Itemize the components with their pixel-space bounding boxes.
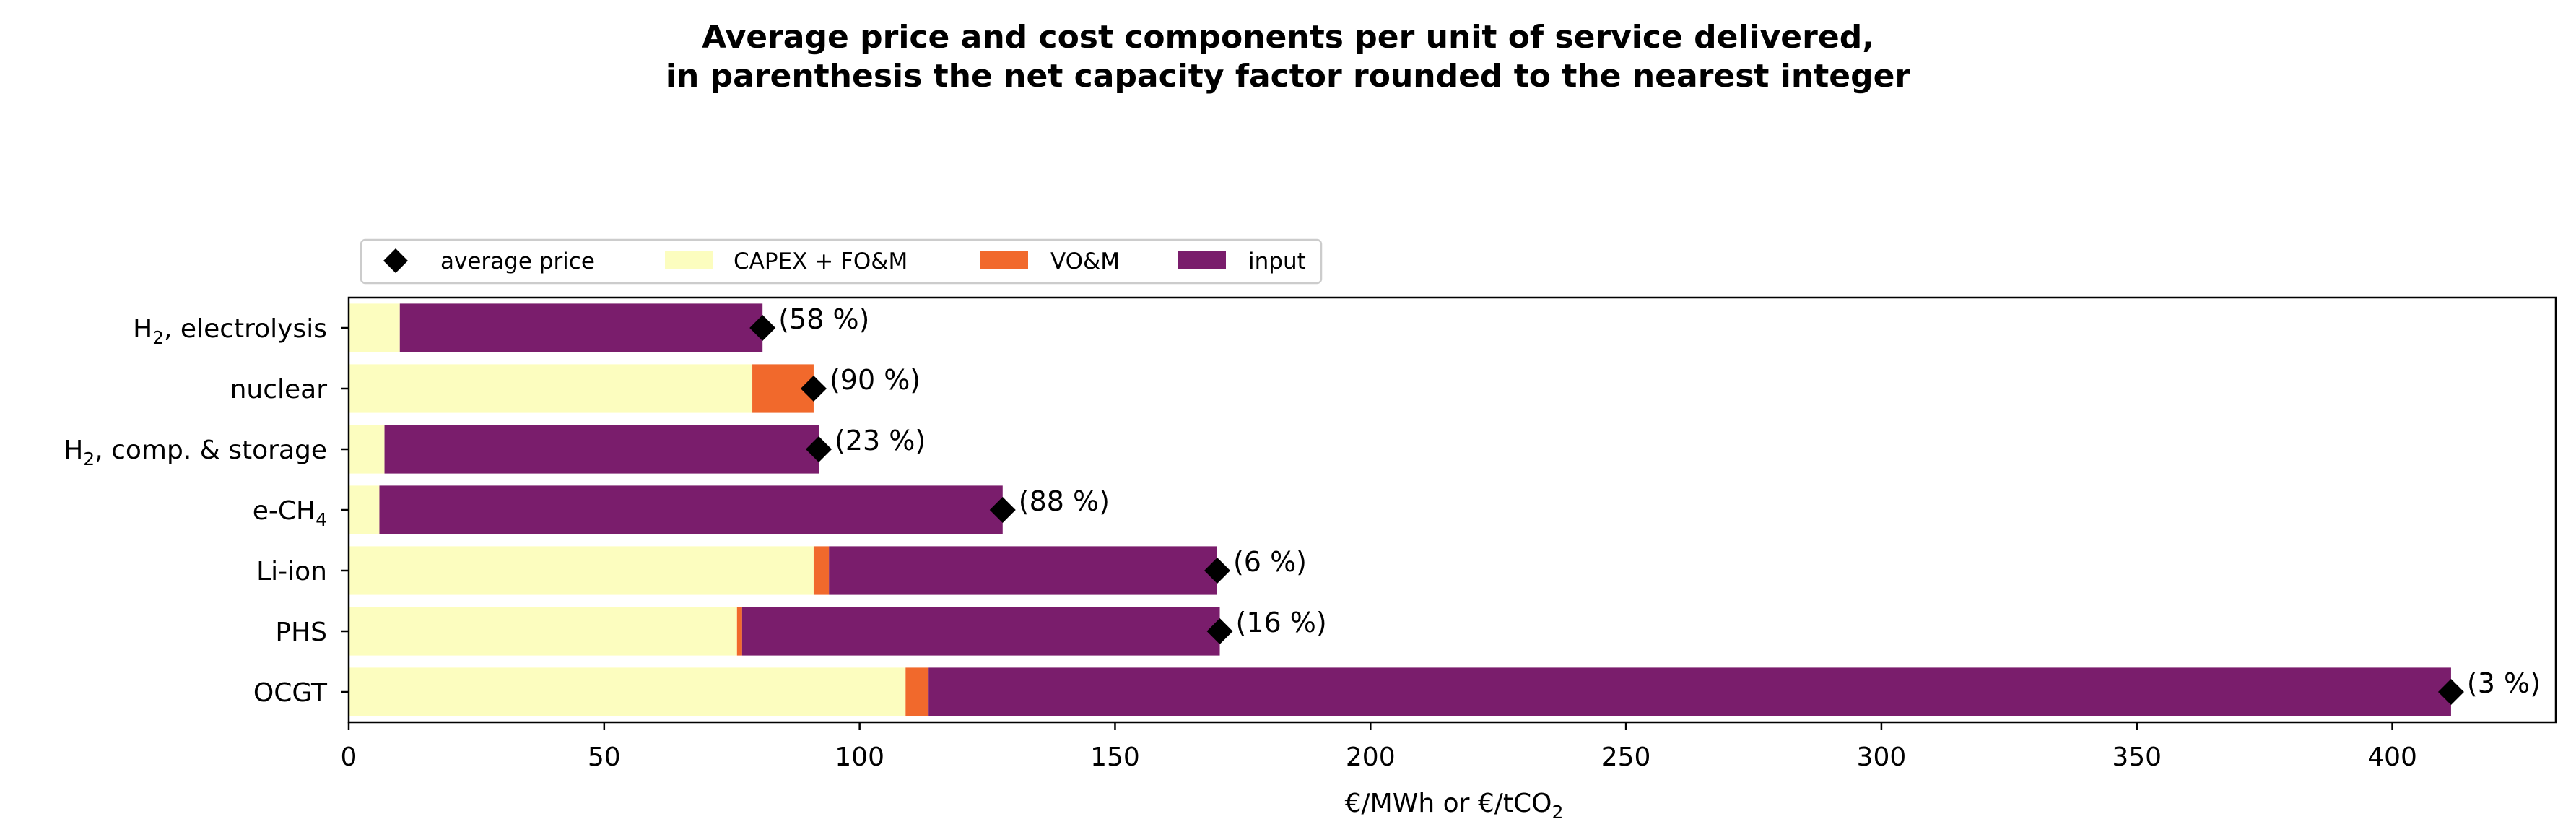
capacity-factor-label: (3 %) — [2467, 667, 2541, 699]
plot-frame — [347, 296, 2557, 724]
legend-swatch-vom — [980, 251, 1028, 269]
x-tick-label: 50 — [588, 742, 621, 772]
y-tick-label: H2, electrolysis — [133, 314, 327, 348]
bar-capex-fo-m-ocgt — [349, 667, 906, 716]
y-tick-label: OCGT — [253, 678, 328, 708]
legend-item-input: input — [1178, 248, 1306, 274]
average-price-marker — [1204, 558, 1230, 584]
capacity-factor-label: (88 %) — [1019, 485, 1110, 517]
capacity-factor-label: (58 %) — [778, 303, 869, 335]
y-tick-label: PHS — [275, 618, 327, 647]
y-tick-label: e-CH4 — [253, 496, 327, 530]
capacity-factor-label: (16 %) — [1236, 607, 1327, 638]
legend-item-average-price: average price — [383, 248, 595, 274]
legend-label-average-price: average price — [440, 248, 595, 274]
bar-input-h2-electrolysis — [399, 303, 763, 352]
legend-item-vom: VO&M — [980, 248, 1120, 274]
x-tick-label: 150 — [1090, 742, 1140, 772]
x-tick-label: 400 — [2367, 742, 2417, 772]
bar-vo-m-phs — [736, 607, 742, 656]
x-tick-label: 0 — [341, 742, 357, 772]
x-axis-label-subscript: 2 — [1552, 802, 1563, 823]
bar-capex-fo-m-li-ion — [349, 546, 814, 595]
bar-input-phs — [741, 607, 1220, 656]
legend-item-capex: CAPEX + FO&M — [665, 248, 908, 274]
legend-swatch-input — [1178, 251, 1226, 269]
average-price-marker — [2437, 679, 2464, 705]
average-price-marker — [806, 436, 832, 462]
x-tick-label: 300 — [1857, 742, 1907, 772]
x-tick-label: 350 — [2112, 742, 2162, 772]
legend-swatch-capex — [665, 251, 713, 269]
bar-input-ocgt — [928, 667, 2451, 716]
legend-label-vom: VO&M — [1050, 248, 1120, 274]
x-axis-label: €/MWh or €/tCO2 — [1345, 789, 1564, 823]
capacity-factor-label: (90 %) — [830, 364, 921, 396]
x-tick-label: 250 — [1601, 742, 1651, 772]
chart-title: Average price and cost components per un… — [702, 19, 1874, 56]
bar-vo-m-li-ion — [813, 546, 830, 595]
bar-input-li-ion — [829, 546, 1217, 595]
bar-capex-fo-m-h2-comp-storage — [349, 425, 385, 474]
x-tick-label: 200 — [1346, 742, 1396, 772]
legend-label-input: input — [1248, 248, 1306, 274]
capacity-factor-label: (6 %) — [1233, 546, 1307, 578]
y-tick-label: nuclear — [230, 375, 328, 404]
legend: average price CAPEX + FO&M VO&M input — [360, 238, 1323, 285]
bar-capex-fo-m-e-ch4 — [349, 485, 380, 534]
bar-capex-fo-m-phs — [349, 607, 737, 656]
legend-label-capex: CAPEX + FO&M — [734, 248, 908, 274]
y-tick-label: H2, comp. & storage — [64, 436, 327, 469]
chart-subtitle: in parenthesis the net capacity factor r… — [666, 58, 1911, 95]
average-price-marker — [1206, 618, 1233, 644]
bar-input-h2-comp-storage — [384, 425, 819, 474]
legend-frame — [360, 238, 1323, 285]
average-price-marker — [989, 497, 1016, 523]
x-tick-label: 100 — [835, 742, 884, 772]
diamond-marker-icon — [383, 248, 408, 273]
plot-area: H2, electrolysis (58 %) nuclear (90 %) H2, c… — [64, 296, 2557, 772]
capacity-factor-label: (23 %) — [835, 425, 926, 456]
bar-input-e-ch4 — [379, 485, 1003, 534]
y-tick-label: Li-ion — [256, 557, 327, 586]
average-price-marker — [800, 376, 827, 402]
bar-vo-m-ocgt — [905, 667, 929, 716]
bar-capex-fo-m-nuclear — [349, 364, 753, 413]
average-price-marker — [749, 315, 776, 341]
bar-capex-fo-m-h2-electrolysis — [349, 303, 400, 352]
